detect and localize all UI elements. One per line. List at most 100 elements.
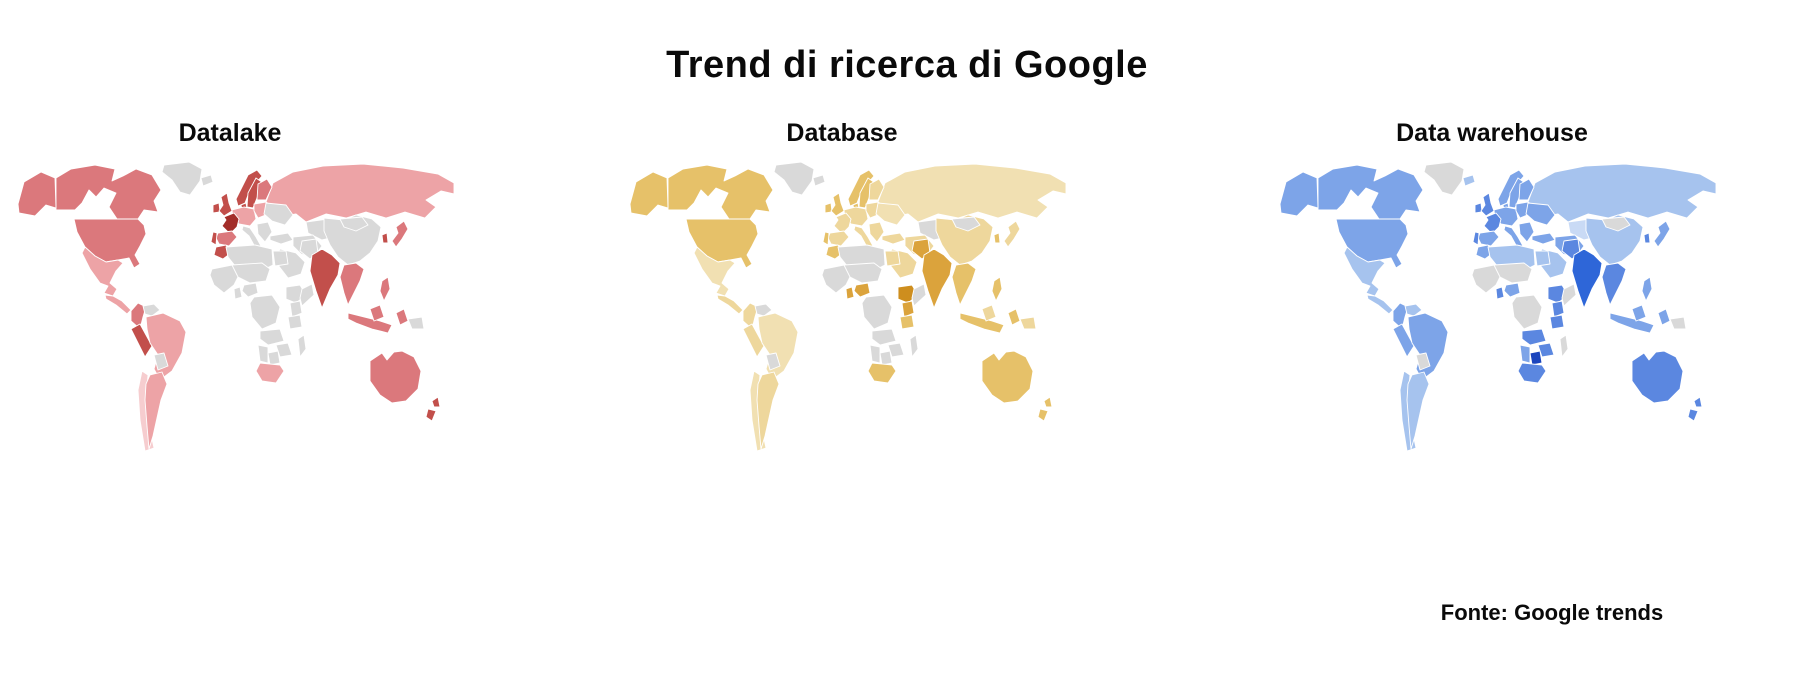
region-portugal (210, 231, 218, 246)
region-balkans (1518, 221, 1535, 243)
region-central-america (716, 294, 744, 315)
region-sea-mainland (951, 262, 977, 306)
region-uk (218, 192, 233, 217)
region-greenland (161, 162, 203, 196)
region-greenland (773, 162, 815, 196)
map-title-datalake: Datalake (178, 119, 282, 147)
region-nigeria (1503, 282, 1521, 298)
region-france (1483, 212, 1502, 235)
region-eastern-europe (1525, 202, 1556, 226)
map-title-data-warehouse: Data warehouse (1396, 119, 1588, 147)
region-france (833, 212, 852, 235)
region-namibia (869, 344, 881, 364)
region-somalia (911, 283, 927, 307)
region-egypt (1534, 250, 1551, 267)
region-alaska (17, 171, 57, 217)
region-france (221, 212, 240, 235)
region-sahel (231, 262, 271, 284)
map-panel-data-warehouse: Data warehouse (1267, 119, 1717, 462)
region-sahel (843, 262, 883, 284)
region-egypt (884, 250, 901, 267)
region-colombia (742, 302, 759, 330)
region-papua (407, 316, 425, 330)
region-russia (877, 163, 1067, 223)
region-china (323, 214, 382, 266)
region-venezuela (1404, 303, 1423, 317)
region-angola-zambia (259, 328, 285, 346)
region-finland (868, 178, 885, 201)
region-tanzania (1549, 314, 1565, 330)
region-indonesia (347, 312, 393, 334)
region-somalia (1561, 283, 1577, 307)
map-panel-datalake: Datalake (5, 119, 455, 462)
region-eastern-europe (875, 202, 906, 226)
region-philippines (1641, 276, 1653, 302)
region-tanzania (287, 314, 303, 330)
region-nigeria (241, 282, 259, 298)
region-central-africa (1511, 294, 1543, 330)
region-philippines (991, 276, 1003, 302)
region-spain (1477, 230, 1500, 247)
region-nigeria (853, 282, 871, 298)
region-sulawesi (1657, 308, 1671, 326)
region-bolivia (153, 352, 169, 371)
region-china (1585, 214, 1644, 266)
region-south-africa (1517, 362, 1547, 384)
region-borneo (981, 304, 997, 322)
region-argentina (144, 371, 168, 450)
region-madagascar (909, 334, 919, 358)
page-title: Trend di ricerca di Google (666, 44, 1148, 86)
region-mexico (81, 246, 124, 297)
region-india (309, 248, 341, 309)
region-central-africa (249, 294, 281, 330)
region-madagascar (297, 334, 307, 358)
region-botswana (267, 350, 281, 366)
region-angola-zambia (871, 328, 897, 346)
region-india (1571, 248, 1603, 309)
region-kenya (289, 300, 303, 318)
region-sulawesi (395, 308, 409, 326)
region-brazil (757, 312, 799, 381)
region-bolivia (765, 352, 781, 371)
region-sea-mainland (1601, 262, 1627, 306)
region-usa (1335, 218, 1409, 269)
region-mongolia (339, 216, 369, 232)
region-canada (667, 164, 774, 220)
choropleth-map-database (629, 162, 1067, 452)
region-australia (1631, 350, 1684, 404)
region-bolivia (1415, 352, 1431, 371)
region-tanzania (899, 314, 915, 330)
region-kenya (1551, 300, 1565, 318)
region-central-america (1366, 294, 1394, 315)
region-korea (993, 232, 1001, 244)
choropleth-map-data-warehouse (1279, 162, 1717, 452)
region-australia (981, 350, 1034, 404)
region-portugal (1472, 231, 1480, 246)
region-australia (369, 350, 422, 404)
region-indonesia (1609, 312, 1655, 334)
region-namibia (1519, 344, 1531, 364)
source-note: Fonte: Google trends (1440, 600, 1664, 625)
region-uk (830, 192, 845, 217)
region-papua (1669, 316, 1687, 330)
region-namibia (257, 344, 269, 364)
region-usa (685, 218, 759, 269)
region-papua (1019, 316, 1037, 330)
region-usa (73, 218, 147, 269)
region-sea-mainland (339, 262, 365, 306)
region-ghana (1495, 286, 1505, 300)
region-angola-zambia (1521, 328, 1547, 346)
region-uk (1480, 192, 1495, 217)
region-turkey (1531, 232, 1556, 245)
region-egypt (272, 250, 289, 267)
region-south-africa (867, 362, 897, 384)
maps-row: Datalake Database Data warehouse (0, 119, 1814, 462)
region-new-zealand (425, 396, 441, 422)
region-borneo (1631, 304, 1647, 322)
region-central-africa (861, 294, 893, 330)
region-somalia (299, 283, 315, 307)
map-panel-database: Database (617, 119, 1067, 462)
region-korea (381, 232, 389, 244)
region-sahel (1493, 262, 1533, 284)
region-finland (256, 178, 273, 201)
